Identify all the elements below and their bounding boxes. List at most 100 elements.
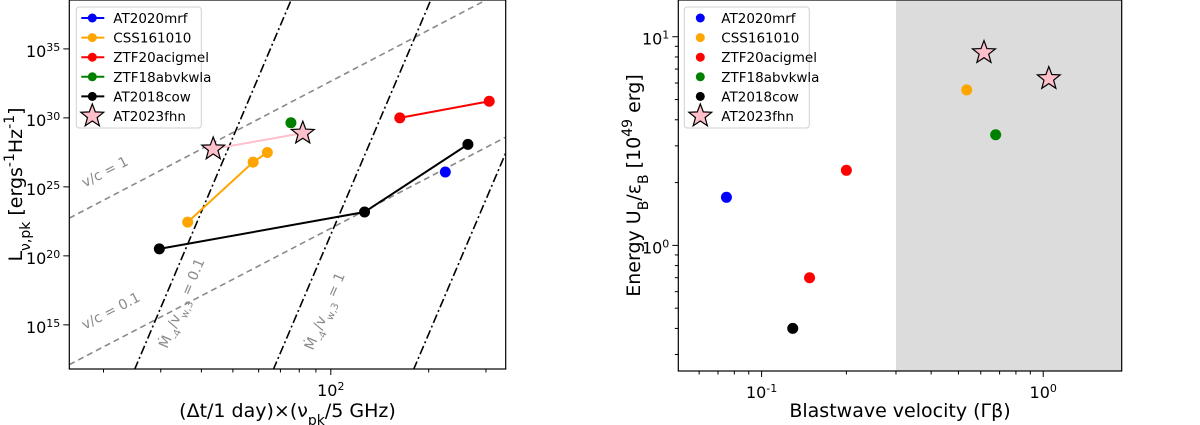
y-tick-label: 1020: [26, 247, 60, 268]
legend-item: ZTF20acigmel: [695, 50, 817, 66]
legend-item: ZTF20acigmel: [81, 50, 209, 66]
series-AT2018cow: [787, 322, 799, 334]
legend-star-icon: [687, 102, 714, 128]
data-point: [285, 117, 297, 129]
legend-marker-icon: [695, 13, 705, 23]
legend-box: [75, 6, 202, 129]
series-ZTF20acigmel: [804, 164, 852, 284]
data-point-star: [289, 119, 316, 145]
legend-label: ZTF18abvkwla: [721, 70, 819, 86]
series-AT2018cow: [153, 138, 474, 255]
data-point: [247, 156, 259, 168]
legend-item: AT2023fhn: [687, 102, 794, 128]
reference-line-dashed: [69, 0, 484, 219]
series-AT2020mrf: [439, 166, 451, 178]
legend: AT2020mrf CSS161010 ZTF20acigmel ZTF18abvkw…: [683, 6, 819, 129]
series-CSS161010: [182, 146, 273, 228]
x-axis-label: (Δt/1 day)×(νpk/5 GHz): [179, 400, 396, 425]
data-point: [720, 191, 732, 203]
data-point: [990, 129, 1002, 141]
legend-marker-icon: [87, 52, 97, 62]
series-line: [399, 100, 490, 119]
data-point: [261, 146, 273, 158]
x-axis: 10-1 100: [698, 371, 1057, 403]
data-point: [961, 84, 973, 96]
y-tick-label: 1025: [26, 178, 60, 199]
x-axis-label: Blastwave velocity (Γβ): [789, 400, 1010, 422]
legend-label: AT2018cow: [113, 89, 191, 105]
legend-item: AT2018cow: [695, 89, 799, 105]
legend-item: CSS161010: [695, 31, 799, 47]
y-tick-label: 1030: [26, 109, 60, 129]
legend-label: AT2020mrf: [113, 11, 188, 27]
y-tick-label: 101: [642, 28, 669, 49]
series-line: [159, 143, 469, 250]
reference-line-label: Ṁ-4/vw,3 = 1: [300, 270, 353, 355]
y-tick-label: 1015: [26, 316, 60, 337]
legend-marker-icon: [87, 72, 97, 82]
data-point-star: [200, 135, 227, 161]
data-point: [394, 112, 406, 124]
legend-label: AT2018cow: [721, 89, 799, 105]
legend-item: ZTF18abvkwla: [81, 70, 211, 86]
legend-label: AT2023fhn: [721, 109, 794, 125]
y-axis: 100 101: [642, 28, 679, 355]
x-tick-label: 10-1: [746, 382, 777, 403]
legend-marker-icon: [695, 33, 705, 43]
plot-area: [69, 0, 506, 369]
legend-marker-icon: [695, 52, 705, 62]
legend-label: AT2023fhn: [113, 109, 186, 125]
legend-marker-icon: [695, 91, 705, 101]
legend-item: AT2020mrf: [695, 11, 797, 27]
axes-frame: [677, 0, 1123, 372]
legend-box: [683, 6, 810, 129]
data-point: [804, 272, 816, 284]
legend-item: AT2020mrf: [81, 11, 189, 27]
data-point: [182, 216, 194, 228]
data-point: [462, 138, 474, 150]
legend: AT2020mrf CSS161010 ZTF20acigmel ZTF18abvkw…: [75, 6, 211, 129]
reference-line-label: v/c = 0.1: [79, 290, 143, 334]
legend-label: AT2020mrf: [721, 11, 796, 27]
legend-marker-icon: [87, 91, 97, 101]
y-tick-label: 1035: [26, 40, 60, 61]
legend-marker-icon: [695, 72, 705, 82]
legend-label: ZTF18abvkwla: [113, 70, 211, 86]
axes-frame: [68, 0, 507, 370]
legend-star-icon: [79, 102, 106, 128]
energy-panel: 10-1 100 100 101 Blastwave velocity (Γβ) Ener…: [620, 0, 1123, 422]
reference-line-dashdot: [133, 0, 292, 369]
y-axis-label: Lν,pk [ergs-1Hz-1]: [2, 107, 34, 261]
data-point: [483, 95, 495, 107]
data-point: [153, 243, 165, 255]
data-point: [840, 164, 852, 176]
data-point-star: [970, 38, 998, 64]
legend-label: ZTF20acigmel: [113, 50, 209, 66]
y-tick-label: 100: [642, 237, 669, 257]
legend-item: AT2018cow: [81, 89, 191, 105]
series-AT2023fhn: [970, 38, 1062, 90]
reference-line-dashdot: [412, 152, 506, 369]
legend-item: CSS161010: [81, 31, 191, 47]
series-ZTF18abvkwla: [285, 117, 297, 129]
legend-label: CSS161010: [113, 31, 191, 47]
x-tick-label: 100: [1030, 382, 1057, 403]
series-AT2020mrf: [720, 191, 732, 203]
series-ZTF18abvkwla: [990, 129, 1002, 141]
luminosity-panel: 102 1015 1020 1025 1030 1035 (Δt/1 day)×(νpk/5…: [2, 0, 507, 425]
series-ZTF20acigmel: [394, 95, 495, 124]
legend-label: ZTF20acigmel: [721, 50, 817, 66]
reference-line-dashed: [69, 136, 506, 366]
x-axis: 102: [102, 369, 487, 400]
legend-marker-icon: [87, 33, 97, 43]
series-CSS161010: [961, 84, 973, 96]
legend-item: AT2023fhn: [79, 102, 186, 128]
data-point-star: [1035, 64, 1062, 90]
data-point: [439, 166, 451, 178]
y-axis-label: Energy UB/εB [1049 erg]: [620, 74, 652, 297]
y-axis: 1015 1020 1025 1030 1035: [26, 40, 70, 337]
legend-label: CSS161010: [721, 31, 799, 47]
series-AT2023fhn: [200, 119, 316, 161]
reference-line-label: v/c = 1: [79, 154, 131, 191]
reference-line-dashdot: [272, 0, 432, 369]
